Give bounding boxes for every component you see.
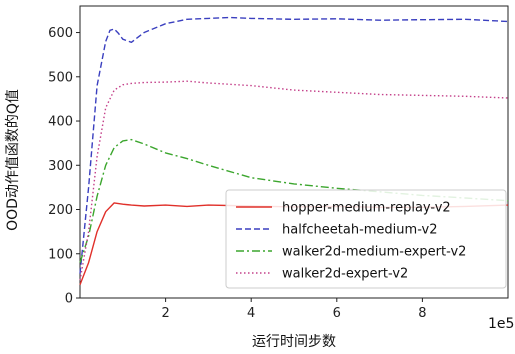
legend-label: walker2d-medium-expert-v2 [282,245,466,260]
x-axis: 2 4 6 8 [161,298,427,321]
y-tick-label: 100 [48,247,73,262]
series-line-4 [79,80,509,281]
x-tick-label: 2 [161,306,169,321]
y-tick-label: 300 [48,159,73,174]
y-axis: 0 100 200 300 400 500 600 [48,26,80,307]
x-tick-label: 8 [418,306,426,321]
plot-frame [79,5,509,299]
x-tick-label: 4 [247,306,255,321]
y-axis-title: OOD动作值函数的Q值 [5,89,21,231]
legend: hopper-medium-replay-v2 halfcheetah-mediu… [225,189,507,289]
legend-label: halfcheetah-medium-v2 [282,223,438,238]
x-tick-label: 6 [333,306,341,321]
legend-label: hopper-medium-replay-v2 [282,201,451,216]
y-tick-label: 600 [48,26,73,41]
legend-label: walker2d-expert-v2 [282,267,408,282]
plot-area [79,5,509,299]
y-tick-label: 200 [48,203,73,218]
x-axis-title: 运行时间步数 [252,334,336,350]
series-line-2 [79,16,509,274]
x-axis-multiplier: 1e5 [488,316,514,332]
y-tick-label: 400 [48,115,73,130]
legend-box [225,189,507,289]
y-tick-label: 0 [65,292,73,307]
y-tick-label: 500 [48,70,73,85]
